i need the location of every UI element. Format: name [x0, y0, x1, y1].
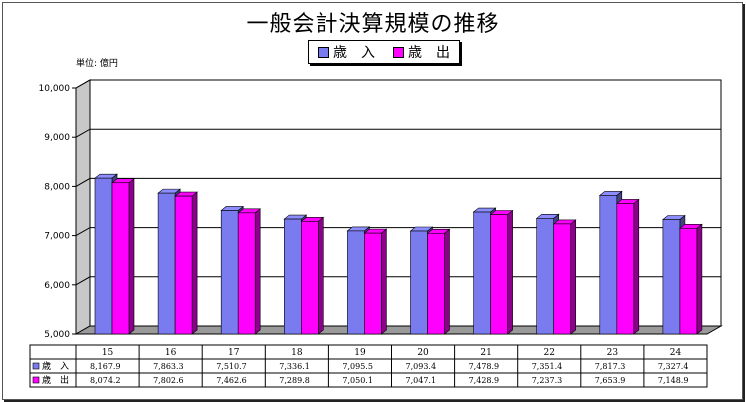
- data-label: 7,653.9: [595, 376, 626, 385]
- legend-label-expenditure: 歳 出: [408, 45, 450, 61]
- legend-label-revenue: 歳 入: [333, 45, 375, 61]
- x-tick-label: 24: [670, 348, 682, 358]
- bar-side: [696, 223, 703, 335]
- bar: [553, 223, 572, 335]
- data-label: 7,093.4: [406, 362, 437, 371]
- bar: [157, 192, 176, 335]
- bar: [347, 230, 365, 335]
- data-label: 7,462.6: [216, 376, 247, 385]
- y-tick-label: 8,000: [44, 182, 70, 192]
- data-label: 7,817.3: [595, 362, 626, 371]
- x-tick-label: 22: [544, 348, 555, 358]
- data-table: [29, 344, 708, 388]
- data-label: 7,351.4: [532, 362, 563, 371]
- chart-title: 一般会計決算規模の推移: [246, 12, 500, 37]
- y-tick-label: 7,000: [44, 232, 70, 242]
- y-tick-label: 6,000: [44, 281, 70, 291]
- bar: [174, 195, 193, 335]
- bar: [599, 195, 618, 335]
- bar-side: [191, 191, 198, 335]
- bar-side: [444, 228, 450, 335]
- bar-side: [507, 209, 513, 335]
- x-tick-label: 15: [102, 348, 114, 358]
- data-label: 8,074.2: [90, 376, 121, 385]
- data-label: 7,510.7: [216, 362, 247, 371]
- data-label: 8,167.9: [90, 362, 121, 371]
- bar-side: [381, 228, 387, 335]
- bar: [94, 177, 113, 335]
- x-tick-label: 23: [607, 348, 619, 358]
- bar: [536, 218, 555, 335]
- x-tick-label: 18: [291, 348, 303, 358]
- gridline: [75, 177, 721, 187]
- legend-swatch-revenue: [318, 46, 329, 58]
- gridline: [75, 79, 721, 89]
- bar: [111, 182, 130, 335]
- bar: [427, 232, 445, 335]
- legend-item-expenditure: 歳 出: [393, 42, 450, 62]
- data-label: 7,863.3: [153, 362, 184, 371]
- bar: [473, 211, 491, 335]
- bar-side: [633, 198, 640, 335]
- data-label: 7,237.3: [532, 376, 563, 385]
- unit-label: 単位: 億円: [76, 59, 118, 69]
- bar: [662, 219, 681, 335]
- data-label: 7,047.1: [406, 376, 437, 385]
- bar-side: [317, 216, 324, 335]
- x-tick-label: 21: [480, 348, 491, 358]
- data-label: 7,336.1: [279, 362, 310, 371]
- y-tick-label: 10,000: [39, 84, 71, 94]
- bar-side: [254, 208, 261, 335]
- bar: [679, 227, 698, 335]
- data-label: 7,289.8: [279, 376, 310, 385]
- plot-side-wall: [75, 79, 91, 335]
- bar: [220, 210, 239, 335]
- data-label: 7,050.1: [342, 376, 373, 385]
- bar: [364, 232, 382, 335]
- bar-side: [570, 219, 577, 335]
- data-label: 7,478.9: [469, 362, 500, 371]
- x-tick-label: 20: [417, 348, 429, 358]
- table-series-label: 歳 入: [42, 360, 69, 372]
- bar-side: [128, 178, 135, 335]
- legend-swatch-expenditure: [393, 46, 404, 58]
- y-tick-label: 5,000: [44, 330, 70, 340]
- data-label: 7,428.9: [469, 376, 500, 385]
- x-tick-label: 16: [165, 348, 177, 358]
- x-tick-label: 19: [354, 348, 366, 358]
- data-label: 7,095.5: [342, 362, 373, 371]
- bar: [300, 221, 319, 335]
- table-swatch: [32, 376, 40, 384]
- bar: [237, 212, 256, 335]
- y-tick-label: 9,000: [44, 133, 70, 143]
- gridline: [75, 128, 721, 138]
- x-tick-label: 17: [228, 348, 240, 358]
- bar: [616, 203, 635, 335]
- legend: 歳 入 歳 出: [308, 40, 460, 64]
- data-label: 7,802.6: [153, 376, 184, 385]
- data-label: 7,148.9: [658, 376, 689, 385]
- data-label: 7,327.4: [658, 362, 689, 371]
- table-series-label: 歳 出: [42, 374, 69, 386]
- table-swatch: [32, 362, 40, 370]
- bar: [490, 214, 508, 335]
- bar: [283, 218, 302, 335]
- legend-item-revenue: 歳 入: [318, 42, 375, 62]
- bar: [410, 230, 428, 335]
